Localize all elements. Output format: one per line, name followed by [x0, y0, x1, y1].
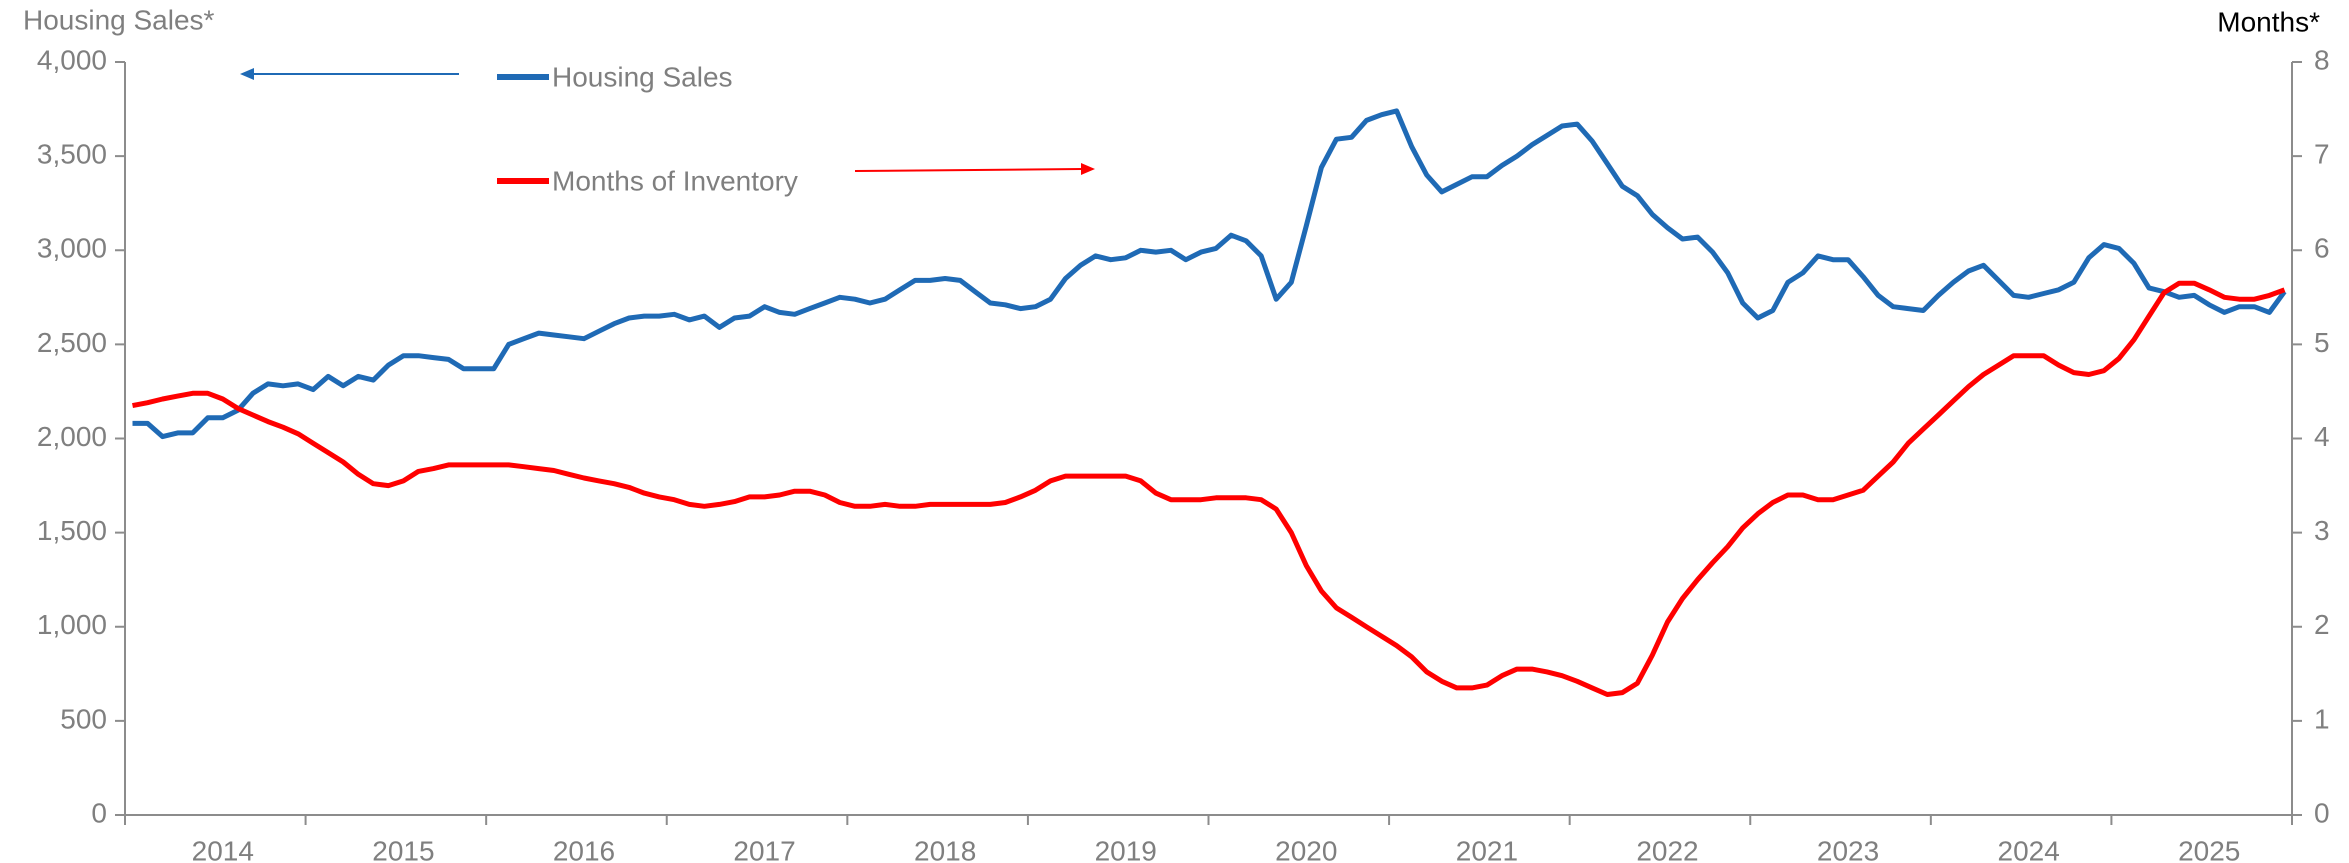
- y2-tick-label: 5: [2314, 327, 2330, 358]
- arrow-head: [240, 68, 254, 80]
- y2-tick-label: 8: [2314, 44, 2330, 75]
- x-tick-label: 2016: [553, 835, 615, 863]
- x-tick-label: 2022: [1636, 835, 1698, 863]
- y-tick-label: 4,000: [37, 44, 107, 75]
- x-tick-label: 2014: [192, 835, 254, 863]
- arrow-head: [1081, 163, 1095, 175]
- x-tick-label: 2025: [2178, 835, 2240, 863]
- x-tick-label: 2024: [1998, 835, 2060, 863]
- series-line: [132, 108, 2287, 440]
- y2-tick-label: 2: [2314, 609, 2330, 640]
- y-tick-label: 0: [91, 797, 107, 828]
- x-tick-label: 2015: [372, 835, 434, 863]
- legend-label: Months of Inventory: [552, 165, 798, 196]
- y2-axis-title: Months*: [2217, 6, 2320, 37]
- y2-tick-label: 7: [2314, 139, 2330, 170]
- x-tick-label: 2019: [1095, 835, 1157, 863]
- y2-tick-label: 6: [2314, 233, 2330, 264]
- arrow: [854, 168, 1083, 172]
- y-tick-label: 3,500: [37, 139, 107, 170]
- y-tick-label: 2,500: [37, 327, 107, 358]
- y-tick-label: 1,000: [37, 609, 107, 640]
- y-tick-label: 3,000: [37, 233, 107, 264]
- x-tick-label: 2017: [733, 835, 795, 863]
- series-line: [132, 280, 2286, 697]
- y-axis-title: Housing Sales*: [23, 4, 215, 35]
- y-tick-label: 2,000: [37, 421, 107, 452]
- y2-tick-label: 4: [2314, 421, 2330, 452]
- x-tick-label: 2021: [1456, 835, 1518, 863]
- legend-arrows: [240, 68, 1095, 175]
- x-tick-label: 2018: [914, 835, 976, 863]
- x-tick-label: 2020: [1275, 835, 1337, 863]
- y-tick-label: 500: [60, 703, 107, 734]
- y2-tick-label: 1: [2314, 703, 2330, 734]
- x-tick-label: 2023: [1817, 835, 1879, 863]
- y2-tick-label: 0: [2314, 797, 2330, 828]
- y2-tick-label: 3: [2314, 515, 2330, 546]
- legend-label: Housing Sales: [552, 61, 733, 92]
- y-tick-label: 1,500: [37, 515, 107, 546]
